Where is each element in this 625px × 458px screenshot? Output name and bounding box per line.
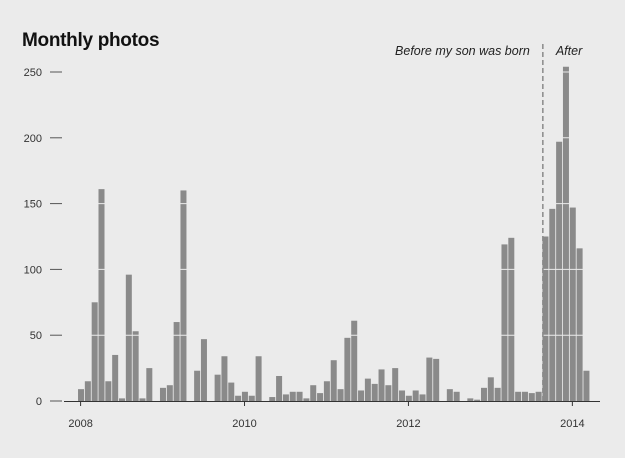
bar-2011-06 <box>358 390 365 401</box>
y-tick-label: 250 <box>24 67 42 79</box>
bar-2008-10 <box>139 398 146 401</box>
annotation-before: Before my son was born <box>395 44 530 58</box>
bar-2010-01 <box>241 391 248 401</box>
bar-2013-12 <box>562 66 569 402</box>
bar-2010-05 <box>269 397 276 401</box>
x-tick-label: 2012 <box>396 418 420 430</box>
bar-2012-02 <box>412 390 419 401</box>
bar-2011-02 <box>330 360 337 401</box>
annotations: Before my son was born After <box>395 44 583 401</box>
bar-2013-11 <box>556 141 563 402</box>
bar-2012-03 <box>419 394 426 401</box>
bar-2008-11 <box>146 368 153 401</box>
bar-2013-06 <box>521 391 528 401</box>
y-tick-label: 0 <box>36 396 42 408</box>
bar-2010-11 <box>310 385 317 401</box>
bar-2014-03 <box>583 370 590 401</box>
bar-2010-12 <box>317 393 324 401</box>
bar-2012-05 <box>433 358 440 401</box>
bar-2013-03 <box>501 244 508 401</box>
bar-2012-08 <box>453 391 460 401</box>
x-axis: 2008 2010 2012 2014 <box>64 401 600 430</box>
bar-2009-01 <box>159 387 166 401</box>
bar-2013-10 <box>549 208 556 401</box>
bar-2009-06 <box>194 370 201 401</box>
y-tick-label: 150 <box>24 199 42 211</box>
bar-2011-09 <box>378 369 385 401</box>
bar-2012-10 <box>467 398 474 401</box>
bar-2013-01 <box>487 377 494 401</box>
bar-2011-07 <box>364 378 371 401</box>
chart-title: Monthly photos <box>22 30 159 51</box>
bars <box>78 66 590 402</box>
annotation-after: After <box>555 44 583 58</box>
y-axis: 0 50 100 150 200 250 <box>24 67 62 408</box>
bar-2009-12 <box>235 395 242 401</box>
bar-2008-03 <box>91 302 98 401</box>
bar-2008-05 <box>105 381 112 401</box>
bar-2013-02 <box>494 387 501 401</box>
bar-2009-07 <box>200 339 207 401</box>
y-tick-label: 50 <box>30 330 42 342</box>
bar-2008-09 <box>132 331 139 401</box>
bar-2010-10 <box>303 398 310 401</box>
bar-2010-09 <box>296 391 303 401</box>
bar-2013-07 <box>528 393 535 401</box>
bar-2011-08 <box>371 383 378 401</box>
bar-2009-03 <box>173 322 180 401</box>
bar-2012-12 <box>480 387 487 401</box>
bar-2013-05 <box>515 391 522 401</box>
bar-2011-12 <box>399 390 406 401</box>
bar-2011-11 <box>392 368 399 401</box>
bar-2010-07 <box>282 394 289 401</box>
bar-2008-06 <box>112 354 119 401</box>
bar-2012-01 <box>405 395 412 401</box>
bar-2009-04 <box>180 190 187 401</box>
bar-2008-04 <box>98 189 105 401</box>
y-tick-label: 200 <box>24 133 42 145</box>
bar-2012-11 <box>474 399 481 401</box>
bar-2013-08 <box>535 391 542 401</box>
x-tick-label: 2008 <box>68 418 92 430</box>
gridlines <box>77 71 600 336</box>
bar-2008-07 <box>118 398 125 401</box>
bar-2008-08 <box>125 274 132 401</box>
bar-2013-09 <box>542 236 549 401</box>
bar-2011-05 <box>351 320 358 401</box>
x-tick-label: 2010 <box>232 418 256 430</box>
bar-2012-04 <box>426 357 433 401</box>
y-tick-label: 100 <box>24 264 42 276</box>
bar-2010-03 <box>255 356 262 401</box>
bar-2010-06 <box>276 375 283 401</box>
bar-2010-08 <box>289 391 296 401</box>
bar-2011-01 <box>323 381 330 401</box>
bar-2009-09 <box>214 374 221 401</box>
bar-2014-01 <box>569 207 576 401</box>
bar-2009-11 <box>228 382 235 401</box>
x-tick-label: 2014 <box>560 418 584 430</box>
bar-2008-02 <box>84 381 91 401</box>
bar-2011-10 <box>385 385 392 401</box>
bar-2010-02 <box>248 395 255 401</box>
bar-2014-02 <box>576 248 583 401</box>
bar-2012-07 <box>446 389 453 401</box>
bar-2011-04 <box>344 337 351 401</box>
bar-2009-02 <box>166 385 173 401</box>
bar-2009-10 <box>221 356 228 401</box>
bar-2013-04 <box>508 237 515 401</box>
bar-2011-03 <box>337 389 344 401</box>
bar-2008-01 <box>78 389 85 401</box>
